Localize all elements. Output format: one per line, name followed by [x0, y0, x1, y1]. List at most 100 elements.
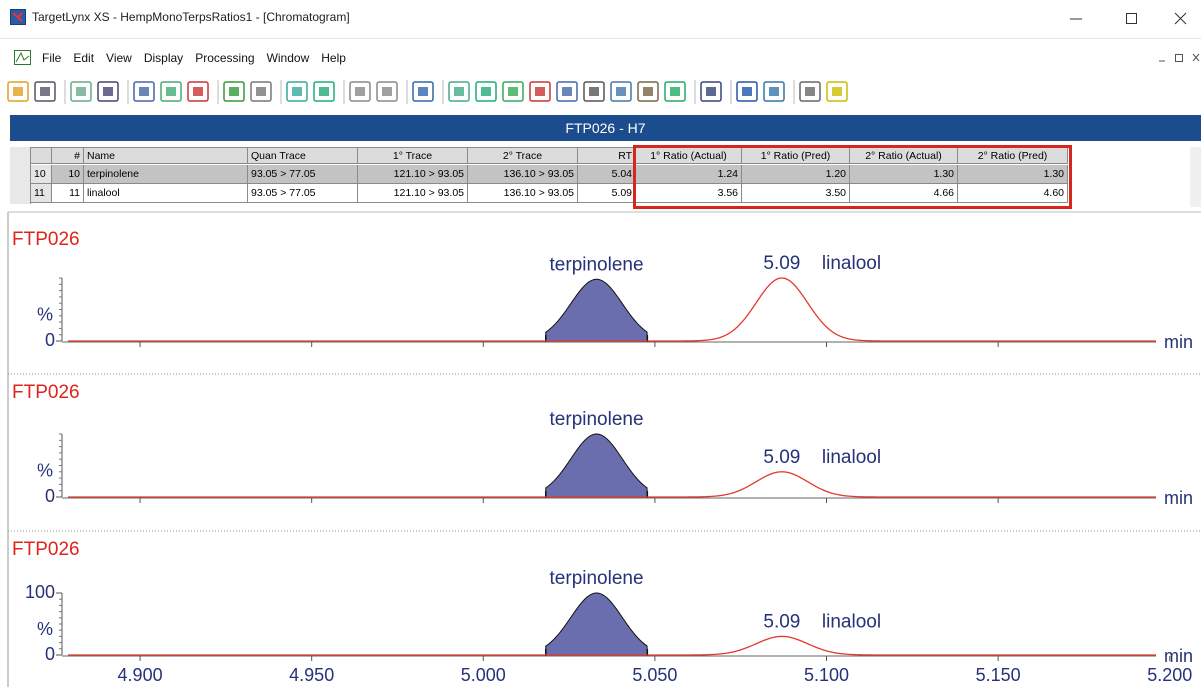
toolbar-glyph [103, 87, 113, 96]
row-header[interactable]: 11 [30, 184, 52, 203]
table-cell: 121.10 > 93.05 [358, 165, 468, 184]
menu-icon [14, 50, 31, 65]
menu-item[interactable]: Help [321, 51, 346, 65]
menu-item[interactable]: Window [266, 51, 310, 65]
column-header[interactable]: 1° Ratio (Actual) [636, 147, 742, 164]
table-cell: 1.24 [636, 165, 742, 184]
column-header[interactable]: # [52, 147, 84, 164]
peak-rt-label: 5.09 [763, 611, 800, 632]
x-tick-label: 5.050 [632, 665, 677, 685]
peak-label: linalool [822, 447, 881, 468]
menu-item[interactable]: View [106, 51, 132, 65]
title-bar: TargetLynx XS - HempMonoTerpsRatios1 - [… [0, 0, 1201, 39]
table-cell: 4.60 [958, 184, 1068, 203]
peak-rt-label: 5.09 [763, 253, 800, 274]
maximize-button[interactable] [1126, 13, 1137, 24]
toolbar-glyph [166, 87, 176, 96]
toolbar-glyph [706, 87, 716, 96]
toolbar-glyph [508, 87, 518, 96]
toolbar-glyph [193, 87, 203, 96]
scrollbar[interactable] [1190, 147, 1201, 207]
y-axis-label: % [37, 460, 53, 480]
column-header[interactable]: 1° Trace [358, 147, 468, 164]
table-cell: 5.09 [578, 184, 636, 203]
table-cell: 121.10 > 93.05 [358, 184, 468, 203]
peak-trace [68, 635, 1156, 656]
grid-corner [10, 147, 31, 204]
column-header[interactable]: Quan Trace [248, 147, 358, 164]
x-tick-label: 5.000 [461, 665, 506, 685]
panel-title: FTP026 [12, 229, 80, 250]
column-header[interactable]: RT [578, 147, 636, 164]
toolbar-glyph [535, 87, 545, 96]
table-cell: 1.20 [742, 165, 850, 184]
peak-table: # Name Quan Trace 1° Trace 2° Trace RT 1° Rati… [10, 147, 1201, 207]
menu-item[interactable]: Processing [195, 51, 255, 65]
table-cell: 1.30 [958, 165, 1068, 184]
y-axis-label: % [37, 619, 53, 639]
peak-trace [68, 277, 1156, 342]
toolbar-glyph [319, 87, 329, 96]
toolbar-glyph [256, 87, 266, 96]
panel-title: FTP026 [12, 539, 80, 560]
x-unit-label: min [1164, 332, 1193, 352]
table-cell: 11 [52, 184, 84, 203]
window-title: TargetLynx XS - HempMonoTerpsRatios1 - [… [32, 10, 350, 24]
peak-rt-label: 5.09 [763, 447, 800, 468]
toolbar-glyph [292, 87, 302, 96]
table-cell: linalool [84, 184, 248, 203]
toolbar-glyph [40, 87, 50, 96]
x-tick-label: 5.150 [976, 665, 1021, 685]
close-button[interactable] [1174, 12, 1187, 25]
toolbar-glyph [769, 87, 779, 96]
panel-title: FTP026 [12, 382, 80, 403]
highlight-box [633, 145, 1072, 209]
toolbar-glyph [418, 87, 428, 96]
y-tick-label: 100 [25, 582, 55, 602]
x-tick-label: 4.950 [289, 665, 334, 685]
menu-item[interactable]: Edit [73, 51, 95, 65]
y-axis-label: % [37, 304, 53, 324]
table-cell: 4.66 [850, 184, 958, 203]
menu-item[interactable]: Display [143, 51, 184, 65]
x-tick-label: 5.100 [804, 665, 849, 685]
window-controls [1070, 12, 1187, 25]
toolbar-glyph [76, 87, 86, 96]
peak-label: terpinolene [550, 409, 644, 430]
peak-area [545, 278, 648, 342]
table-cell: 136.10 > 93.05 [468, 184, 578, 203]
app-icon [10, 9, 26, 25]
table-cell: 10 [52, 165, 84, 184]
toolbar-glyph [616, 87, 626, 96]
mdi-controls [1159, 53, 1200, 62]
x-tick-label: 5.200 [1147, 665, 1192, 685]
toolbar-glyph [481, 87, 491, 96]
table-cell: terpinolene [84, 165, 248, 184]
toolbar-glyph [832, 87, 842, 96]
table-cell: 1.30 [850, 165, 958, 184]
column-header[interactable]: 2° Ratio (Pred) [958, 147, 1068, 164]
column-header[interactable]: 2° Trace [468, 147, 578, 164]
row-header[interactable]: 10 [30, 165, 52, 184]
y-tick-label: 0 [45, 644, 55, 664]
column-header[interactable]: Name [84, 147, 248, 164]
table-cell: 5.04 [578, 165, 636, 184]
toolbar-glyph [355, 87, 365, 96]
peak-area [545, 592, 648, 656]
peak-label: terpinolene [550, 254, 644, 275]
menu-item[interactable]: File [42, 51, 62, 65]
toolbar-glyph [454, 87, 464, 96]
toolbar-glyph [643, 87, 653, 96]
toolbar-glyph [805, 87, 815, 96]
toolbar-glyph [562, 87, 572, 96]
toolbar-glyph [382, 87, 392, 96]
column-header[interactable]: 2° Ratio (Actual) [850, 147, 958, 164]
toolbar-glyph [13, 87, 23, 96]
mdi-restore[interactable] [1175, 54, 1183, 62]
toolbar-glyph [670, 87, 680, 96]
toolbar-glyph [589, 87, 599, 96]
x-unit-label: min [1164, 488, 1193, 508]
mdi-close[interactable] [1192, 53, 1200, 62]
toolbar-icons [7, 80, 848, 104]
